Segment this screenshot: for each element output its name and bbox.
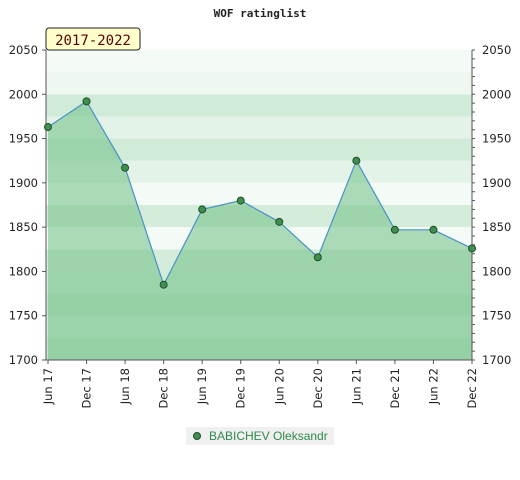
y-tick-label-left: 1950 [9, 132, 38, 146]
legend-label: BABICHEV Oleksandr [209, 429, 328, 443]
grid-band [46, 94, 472, 117]
legend[interactable]: BABICHEV Oleksandr [186, 427, 334, 445]
legend-marker [193, 432, 201, 440]
x-tick-label: Jun 17 [41, 368, 55, 405]
data-point [468, 244, 476, 253]
y-tick-label-right: 1750 [482, 309, 511, 323]
y-tick-label-left: 1800 [9, 264, 38, 278]
y-tick-label-left: 2000 [9, 87, 38, 101]
data-point [44, 123, 52, 132]
x-tick-label: Dec 19 [234, 368, 248, 409]
x-tick-label: Dec 18 [157, 368, 171, 409]
data-point [429, 225, 438, 234]
plot-area: 1700 1700 1750 1750 1800 1800 1850 1850 1900 1900… [9, 43, 512, 409]
x-tick-label: Dec 22 [465, 368, 479, 409]
period-badge-label: 2017-2022 [55, 33, 131, 49]
data-point [198, 205, 207, 214]
y-tick-label-right: 2000 [482, 87, 511, 101]
data-point [159, 280, 168, 289]
data-point [236, 196, 245, 205]
data-point [352, 156, 361, 165]
x-tick-label: Jun 22 [426, 368, 440, 405]
y-tick-label-left: 1900 [9, 176, 38, 190]
data-point [121, 163, 130, 172]
data-point [313, 253, 322, 262]
data-point [390, 225, 399, 234]
grid-band [46, 138, 472, 161]
data-point [82, 97, 91, 106]
y-tick-label-right: 1700 [482, 353, 511, 367]
x-tick-label: Jun 20 [272, 368, 286, 405]
y-tick-label-right: 1800 [482, 264, 511, 278]
y-tick-label-left: 2050 [9, 43, 38, 57]
x-tick-label: Dec 20 [311, 368, 325, 409]
chart-title: WOF ratinglist [214, 7, 307, 20]
y-tick-label-right: 1950 [482, 132, 511, 146]
series-line [47, 100, 473, 287]
y-tick-label-right: 1850 [482, 220, 511, 234]
data-point [275, 217, 284, 226]
x-tick-label: Jun 18 [118, 368, 132, 405]
y-tick-label-right: 1900 [482, 176, 511, 190]
x-tick-label: Jun 19 [195, 368, 209, 405]
x-tick-label: Dec 17 [80, 368, 94, 409]
period-badge-box [45, 27, 141, 51]
grid-band [46, 50, 472, 73]
x-tick-label: Dec 21 [388, 368, 402, 409]
series-area [48, 101, 472, 360]
y-tick-label-left: 1700 [9, 353, 38, 367]
y-tick-label-left: 1850 [9, 220, 38, 234]
x-tick-label: Jun 21 [349, 368, 363, 405]
grid-band [46, 116, 472, 139]
y-tick-label-left: 1750 [9, 309, 38, 323]
legend-box [186, 427, 334, 445]
grid-band [46, 72, 472, 95]
period-badge: 2017-2022 [45, 27, 141, 51]
y-tick-label-right: 2050 [482, 43, 511, 57]
